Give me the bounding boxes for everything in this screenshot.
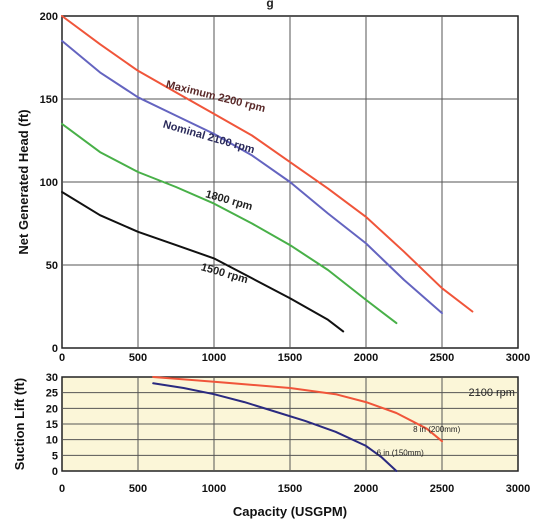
head-plot-y-ticks: 0 50 100 150 200 bbox=[40, 11, 58, 355]
head-x-tick-500: 500 bbox=[129, 352, 147, 364]
head-plot-series bbox=[61, 15, 474, 333]
head-series-line-0 bbox=[61, 15, 474, 313]
series-label-8in: 8 in (200mm) bbox=[413, 425, 460, 434]
suction-lift-plot: 0 500 1000 1500 2000 2500 3000 0 5 10 15 20 25 30 Su… bbox=[12, 372, 530, 519]
suction-plot-grid bbox=[62, 377, 518, 471]
head-x-tick-1500: 1500 bbox=[278, 352, 302, 364]
suction-plot-y-ticks: 0 5 10 15 20 25 30 bbox=[46, 372, 58, 478]
suction-series-line-1 bbox=[152, 382, 398, 472]
suction-x-tick-0: 0 bbox=[59, 483, 65, 495]
head-series-line-3 bbox=[61, 191, 345, 333]
suction-y-tick-5: 5 bbox=[52, 450, 58, 462]
suction-x-tick-3000: 3000 bbox=[506, 483, 530, 495]
suction-plot-series bbox=[152, 376, 443, 472]
suction-y-tick-20: 20 bbox=[46, 403, 58, 415]
suction-x-tick-1000: 1000 bbox=[202, 483, 226, 495]
head-plot-x-ticks: 0 500 1000 1500 2000 2500 3000 bbox=[59, 352, 530, 364]
suction-rpm-annotation: 2100 rpm bbox=[468, 387, 514, 399]
head-series-line-1 bbox=[61, 39, 443, 315]
head-y-tick-200: 200 bbox=[40, 11, 58, 23]
suction-x-tick-500: 500 bbox=[129, 483, 147, 495]
capacity-x-axis-label: Capacity (USGPM) bbox=[233, 504, 347, 519]
head-x-tick-1000: 1000 bbox=[202, 352, 226, 364]
head-x-tick-2500: 2500 bbox=[430, 352, 454, 364]
head-x-tick-2000: 2000 bbox=[354, 352, 378, 364]
head-y-axis-label: Net Generated Head (ft) bbox=[16, 109, 31, 254]
suction-y-tick-10: 10 bbox=[46, 435, 58, 447]
suction-y-tick-25: 25 bbox=[46, 388, 58, 400]
suction-y-tick-0: 0 bbox=[52, 466, 58, 478]
head-x-tick-0: 0 bbox=[59, 352, 65, 364]
suction-plot-x-ticks: 0 500 1000 1500 2000 2500 3000 bbox=[59, 483, 530, 495]
suction-x-tick-2500: 2500 bbox=[430, 483, 454, 495]
suction-y-tick-15: 15 bbox=[46, 419, 58, 431]
suction-y-axis-label: Suction Lift (ft) bbox=[12, 378, 27, 470]
head-series-line-2 bbox=[61, 122, 398, 325]
series-label-6in: 6 in (150mm) bbox=[377, 448, 424, 457]
head-y-tick-0: 0 bbox=[52, 343, 58, 355]
head-y-tick-150: 150 bbox=[40, 94, 58, 106]
suction-x-tick-1500: 1500 bbox=[278, 483, 302, 495]
suction-y-tick-30: 30 bbox=[46, 372, 58, 384]
head-y-tick-50: 50 bbox=[46, 260, 58, 272]
head-capacity-plot: 0 500 1000 1500 2000 2500 3000 0 50 100 150 200 Ne… bbox=[16, 11, 530, 364]
head-y-tick-100: 100 bbox=[40, 177, 58, 189]
suction-series-line-0 bbox=[152, 376, 443, 443]
title-fragment: g bbox=[266, 0, 273, 10]
head-x-tick-3000: 3000 bbox=[506, 352, 530, 364]
suction-x-tick-2000: 2000 bbox=[354, 483, 378, 495]
